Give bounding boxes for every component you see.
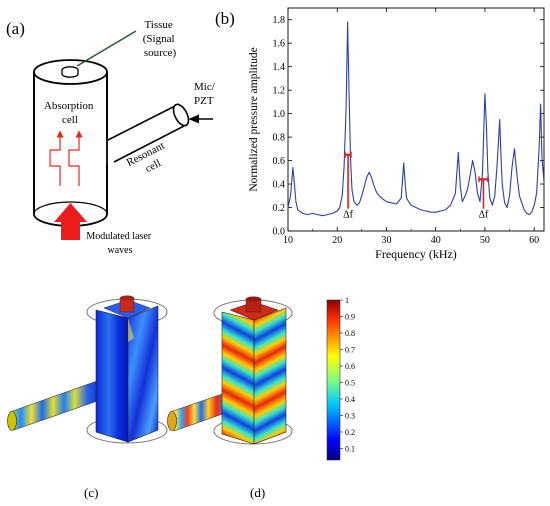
cell-c-wall-left: [95, 309, 129, 443]
panel-b: (b) 10 20 30 40 50 60 0.0 0.2 0.4 0.6 0.8 1.0 1.2 1.4…: [215, 7, 545, 261]
cell-c-tube-end: [7, 411, 17, 431]
panel-label-c: (c): [84, 485, 98, 500]
cell-d-tube-end: [167, 411, 177, 431]
x-tick-label: 10: [283, 235, 293, 246]
x-tick-label: 40: [431, 235, 441, 246]
panel-c: (c): [7, 295, 168, 500]
absorption-label: Absorption cell: [44, 100, 96, 126]
cell-c-wall-right: [127, 305, 159, 443]
cell-c-hotspot: [128, 318, 134, 342]
delta-f-label: Δf: [479, 210, 489, 221]
y-tick-label: 0.4: [273, 180, 286, 191]
colorbar-gradient: [326, 299, 341, 461]
panel-label-d: (d): [250, 485, 265, 500]
colorbar-ticks: 1 0.9 0.8 0.7 0.6 0.5 0.4 0.3 0.2 0.1: [340, 296, 355, 453]
colorbar-tick-label: 0.3: [345, 411, 355, 420]
y-tick-label: 0.2: [273, 203, 286, 214]
frequency-chart: 10 20 30 40 50 60 0.0 0.2 0.4 0.6 0.8 1.0 1.2 1.4 1.6 1…: [248, 7, 545, 261]
cell-d-tube: [169, 391, 229, 432]
x-tick-label: 60: [529, 235, 539, 246]
y-tick-label: 0.0: [273, 227, 286, 238]
y-tick-label: 1.4: [273, 62, 286, 73]
panel-label-b: (b): [215, 9, 235, 28]
y-axis-label: Normalized pressure amplitude: [248, 47, 260, 191]
colorbar-tick-label: 0.4: [345, 395, 355, 404]
colorbar-tick-label: 0.7: [345, 345, 355, 354]
y-tick-label: 1.2: [273, 86, 286, 97]
y-tick-label: 0.8: [273, 133, 286, 144]
mic-label: Mic/ PZT: [194, 81, 218, 107]
panel-a: (a): [6, 19, 218, 256]
x-tick-label: 50: [480, 235, 490, 246]
laser-arrow-icon: [54, 203, 87, 240]
colorbar-tick-label: 0.2: [345, 428, 355, 437]
resonant-tube: [107, 103, 190, 163]
resonant-label: Resonant cell: [125, 138, 176, 181]
y-tick-label: 1.6: [273, 39, 286, 50]
cell-d-wall-left: [221, 311, 255, 445]
colorbar: 1 0.9 0.8 0.7 0.6 0.5 0.4 0.3 0.2 0.1: [326, 296, 355, 461]
absorption-cell: [33, 59, 108, 227]
y-tick-label: 1.8: [273, 15, 286, 26]
delta-f-label: Δf: [343, 210, 353, 221]
y-tick-label: 1.0: [273, 109, 286, 120]
tissue-label: Tissue (Signal source): [143, 19, 178, 59]
colorbar-tick-label: 0.8: [345, 329, 355, 338]
colorbar-tick-label: 1: [345, 296, 349, 305]
laser-label: Modulated laser waves: [86, 231, 153, 256]
panel-d: (d): [167, 296, 293, 500]
colorbar-tick-label: 0.9: [345, 312, 355, 321]
plot-frame: [287, 7, 545, 232]
panel-label-a: (a): [6, 19, 25, 38]
x-axis-label: Frequency (kHz): [375, 247, 457, 261]
x-tick-label: 20: [332, 235, 342, 246]
tissue-pointer-line: [76, 30, 137, 67]
colorbar-tick-label: 0.1: [345, 444, 355, 453]
y-tick-label: 0.6: [273, 156, 286, 167]
acoustic-wave-icon: [49, 130, 83, 186]
cell-c-sample-top: [120, 295, 134, 301]
cell-d-wall-right: [253, 307, 287, 445]
colorbar-tick-label: 0.5: [345, 378, 355, 387]
colorbar-tick-label: 0.6: [345, 362, 355, 371]
x-tick-label: 30: [381, 235, 391, 246]
series-line: [287, 21, 545, 217]
cell-d-sample-top: [246, 296, 261, 302]
cell-c-tube: [9, 379, 101, 431]
